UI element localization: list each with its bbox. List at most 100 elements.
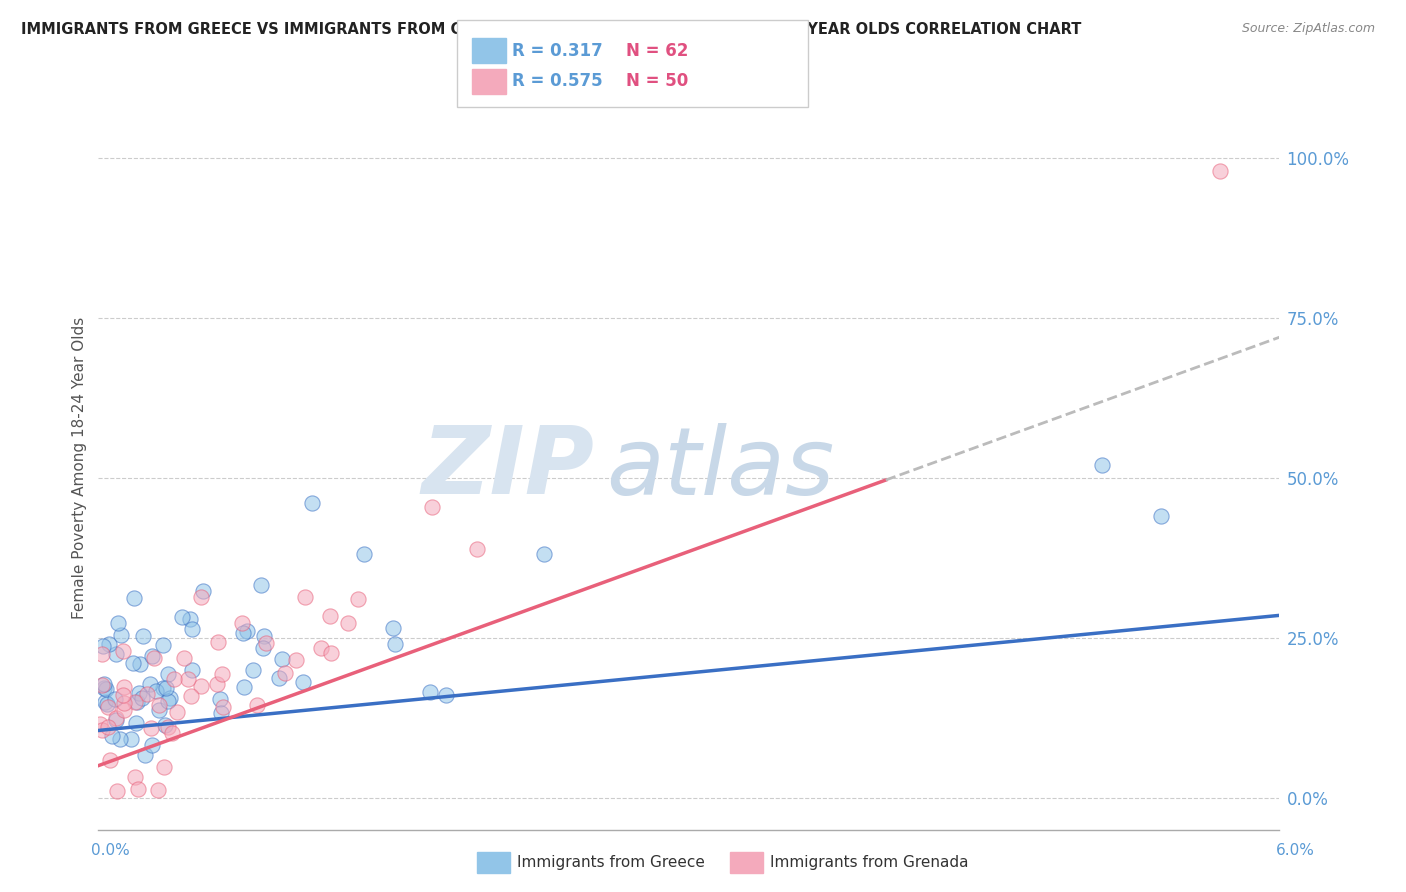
Point xyxy=(311,641,333,656)
Point xyxy=(211,666,233,681)
Point xyxy=(180,689,202,703)
Point xyxy=(319,609,342,624)
Point xyxy=(89,716,111,731)
Point xyxy=(135,687,157,701)
Point xyxy=(153,760,176,774)
Point xyxy=(159,690,181,705)
Point xyxy=(104,713,127,727)
Point xyxy=(134,748,156,763)
Point xyxy=(152,638,174,652)
Point xyxy=(190,679,212,693)
Point xyxy=(254,636,277,650)
Point xyxy=(381,621,404,635)
Point xyxy=(209,706,232,720)
Point xyxy=(190,590,212,604)
Point xyxy=(321,646,343,660)
Text: N = 62: N = 62 xyxy=(626,42,688,60)
Point xyxy=(131,691,153,706)
Point xyxy=(208,692,231,706)
Point xyxy=(139,721,162,735)
Point xyxy=(153,718,176,732)
Point xyxy=(533,547,555,561)
Point xyxy=(110,628,132,642)
Point xyxy=(231,615,253,630)
Point xyxy=(96,682,118,697)
Point xyxy=(465,542,488,557)
Point xyxy=(112,696,135,710)
Point xyxy=(336,616,359,631)
Point xyxy=(131,630,153,644)
Point xyxy=(148,703,170,717)
Point xyxy=(232,626,254,640)
Point xyxy=(176,673,198,687)
Point xyxy=(97,699,120,714)
Point xyxy=(162,726,184,740)
Point xyxy=(267,671,290,685)
Point xyxy=(166,705,188,719)
Point xyxy=(157,720,180,734)
Text: R = 0.317: R = 0.317 xyxy=(512,42,603,60)
Point xyxy=(163,673,186,687)
Point xyxy=(101,729,124,743)
Point xyxy=(91,640,114,654)
Point xyxy=(124,695,146,709)
Point xyxy=(1150,509,1173,524)
Point xyxy=(98,637,121,651)
Point xyxy=(253,629,276,643)
Point xyxy=(245,698,267,713)
Text: R = 0.575: R = 0.575 xyxy=(512,72,602,90)
Point xyxy=(434,688,457,702)
Point xyxy=(94,695,117,709)
Point xyxy=(211,699,233,714)
Point xyxy=(353,547,375,561)
Text: Immigrants from Greece: Immigrants from Greece xyxy=(517,855,706,870)
Point xyxy=(173,650,195,665)
Point xyxy=(104,692,127,706)
Text: N = 50: N = 50 xyxy=(626,72,688,90)
Point xyxy=(301,496,323,510)
Point xyxy=(347,592,370,607)
Point xyxy=(128,686,150,700)
Point xyxy=(274,666,297,681)
Point xyxy=(145,683,167,698)
Point xyxy=(112,644,135,658)
Point xyxy=(1209,164,1232,178)
Point xyxy=(141,739,163,753)
Point xyxy=(193,584,215,599)
Point xyxy=(419,685,441,699)
Point xyxy=(142,650,165,665)
Point xyxy=(90,647,112,661)
Point xyxy=(1091,458,1114,472)
Text: ZIP: ZIP xyxy=(422,422,595,515)
Point xyxy=(148,698,170,712)
Point xyxy=(96,697,118,711)
Point xyxy=(112,681,135,695)
Point xyxy=(252,641,274,656)
Point xyxy=(127,782,149,797)
Point xyxy=(90,678,112,692)
Point xyxy=(105,647,128,661)
Point xyxy=(129,657,152,672)
Text: 6.0%: 6.0% xyxy=(1275,843,1315,858)
Point xyxy=(233,680,256,694)
Point xyxy=(93,681,115,696)
Point xyxy=(112,703,135,717)
Point xyxy=(242,663,264,677)
Point xyxy=(157,694,180,708)
Point xyxy=(235,624,257,638)
Point xyxy=(127,695,149,709)
Point xyxy=(98,753,121,767)
Text: IMMIGRANTS FROM GREECE VS IMMIGRANTS FROM GRENADA FEMALE POVERTY AMONG 18-24 YEA: IMMIGRANTS FROM GREECE VS IMMIGRANTS FRO… xyxy=(21,22,1081,37)
Text: Immigrants from Grenada: Immigrants from Grenada xyxy=(770,855,969,870)
Point xyxy=(124,591,146,606)
Point xyxy=(105,711,128,725)
Point xyxy=(124,770,146,784)
Point xyxy=(93,676,115,690)
Text: 0.0%: 0.0% xyxy=(91,843,131,858)
Point xyxy=(107,615,129,630)
Point xyxy=(180,622,202,636)
Point xyxy=(141,648,163,663)
Point xyxy=(179,612,201,626)
Point xyxy=(97,720,120,734)
Point xyxy=(207,635,229,649)
